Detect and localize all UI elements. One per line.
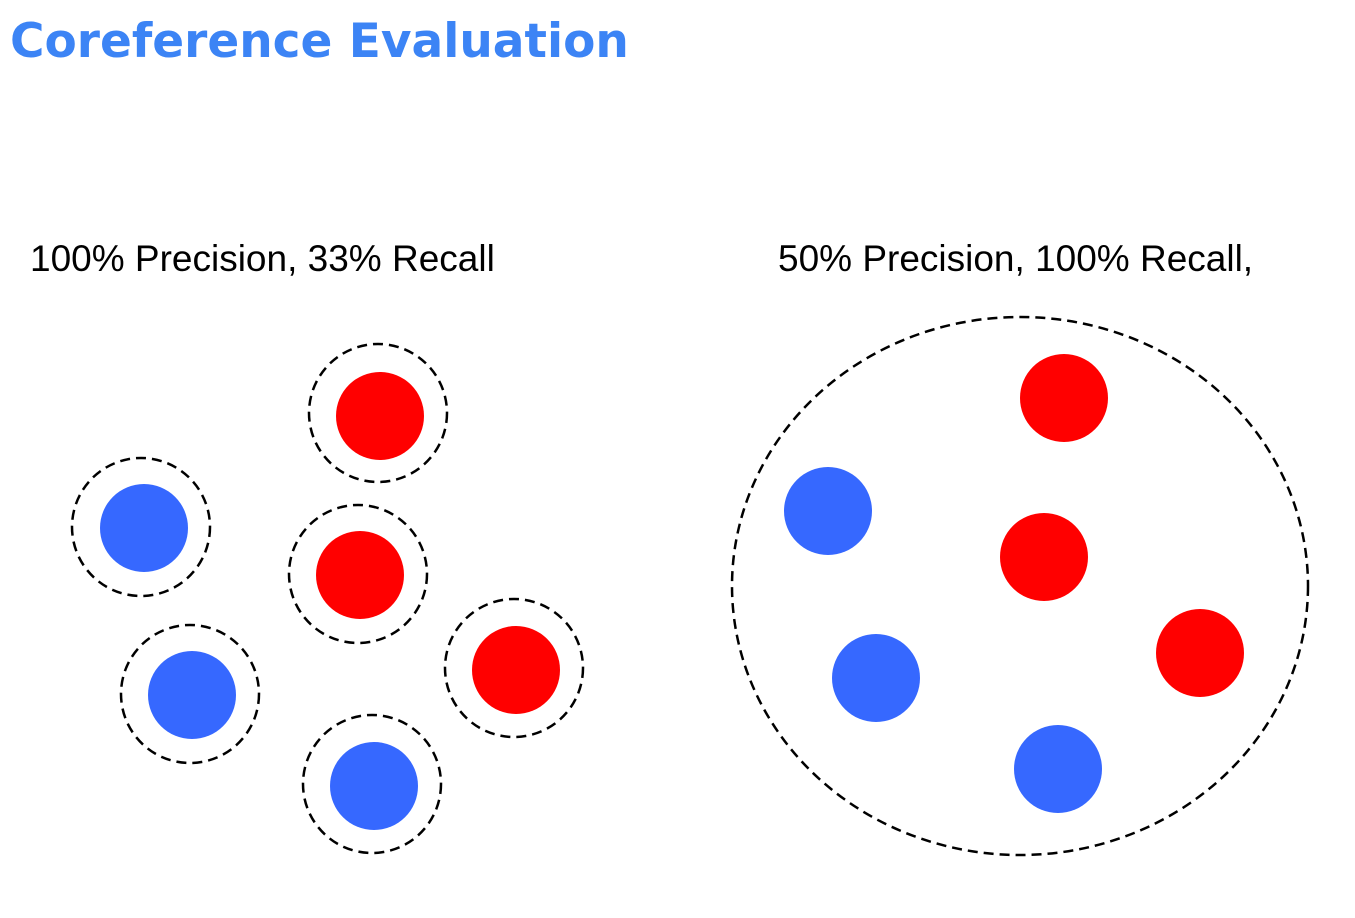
singleton-cluster bbox=[287, 503, 429, 645]
blue-mention bbox=[148, 651, 236, 739]
blue-mention bbox=[784, 467, 872, 555]
left-panel-caption: 100% Precision, 33% Recall bbox=[30, 238, 495, 279]
singleton-cluster bbox=[119, 623, 261, 765]
blue-mention bbox=[1014, 725, 1102, 813]
red-mention bbox=[336, 372, 424, 460]
blue-mention bbox=[330, 742, 418, 830]
red-mention bbox=[316, 531, 404, 619]
right-panel bbox=[730, 315, 1310, 857]
cluster-ring bbox=[301, 713, 443, 855]
singleton-cluster bbox=[70, 456, 212, 598]
cluster-ring bbox=[287, 503, 429, 645]
blue-mention bbox=[100, 484, 188, 572]
cluster-ring bbox=[70, 456, 212, 598]
singleton-cluster bbox=[307, 342, 449, 484]
singleton-cluster bbox=[301, 713, 443, 855]
red-mention bbox=[1020, 354, 1108, 442]
big-cluster-ring bbox=[730, 315, 1310, 857]
red-mention bbox=[1000, 513, 1088, 601]
singleton-cluster bbox=[443, 597, 585, 739]
slide-title: Coreference Evaluation bbox=[10, 14, 629, 69]
red-mention bbox=[472, 626, 560, 714]
cluster-ring bbox=[307, 342, 449, 484]
blue-mention bbox=[832, 634, 920, 722]
cluster-ring bbox=[443, 597, 585, 739]
left-panel bbox=[70, 342, 585, 855]
right-panel-caption: 50% Precision, 100% Recall, bbox=[778, 238, 1254, 279]
cluster-ring bbox=[119, 623, 261, 765]
red-mention bbox=[1156, 609, 1244, 697]
